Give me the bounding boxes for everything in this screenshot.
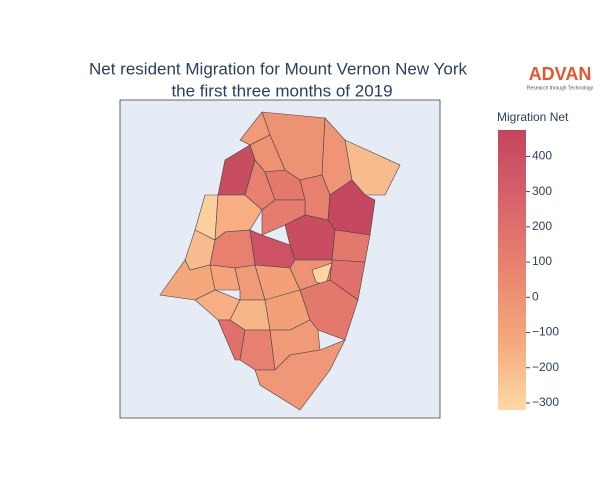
region [254, 339, 346, 411]
region [344, 139, 401, 196]
colorbar-tick-label: 0 [532, 289, 539, 303]
colorbar-tick-label: 100 [532, 254, 552, 268]
region [331, 229, 371, 263]
map [159, 111, 401, 411]
colorbar-tick-label: −100 [532, 325, 559, 339]
colorbar-tick-label: −200 [532, 360, 559, 374]
colorbar-tick-label: 300 [532, 184, 552, 198]
logo: ADVAN [529, 64, 592, 84]
colorbar [498, 130, 526, 410]
colorbar-tick-label: 200 [532, 219, 552, 233]
logo-tagline: Research through Technology [527, 85, 594, 91]
chart-title: Net resident Migration for Mount Vernon … [89, 59, 467, 78]
colorbar-tick-label: 400 [532, 149, 552, 163]
colorbar-ticks: −300 −200 −100 0 100 200 300 400 [526, 149, 559, 409]
chart-subtitle: the first three months of 2019 [171, 81, 392, 100]
colorbar-title: Migration Net [497, 110, 569, 124]
colorbar-tick-label: −300 [532, 395, 559, 409]
